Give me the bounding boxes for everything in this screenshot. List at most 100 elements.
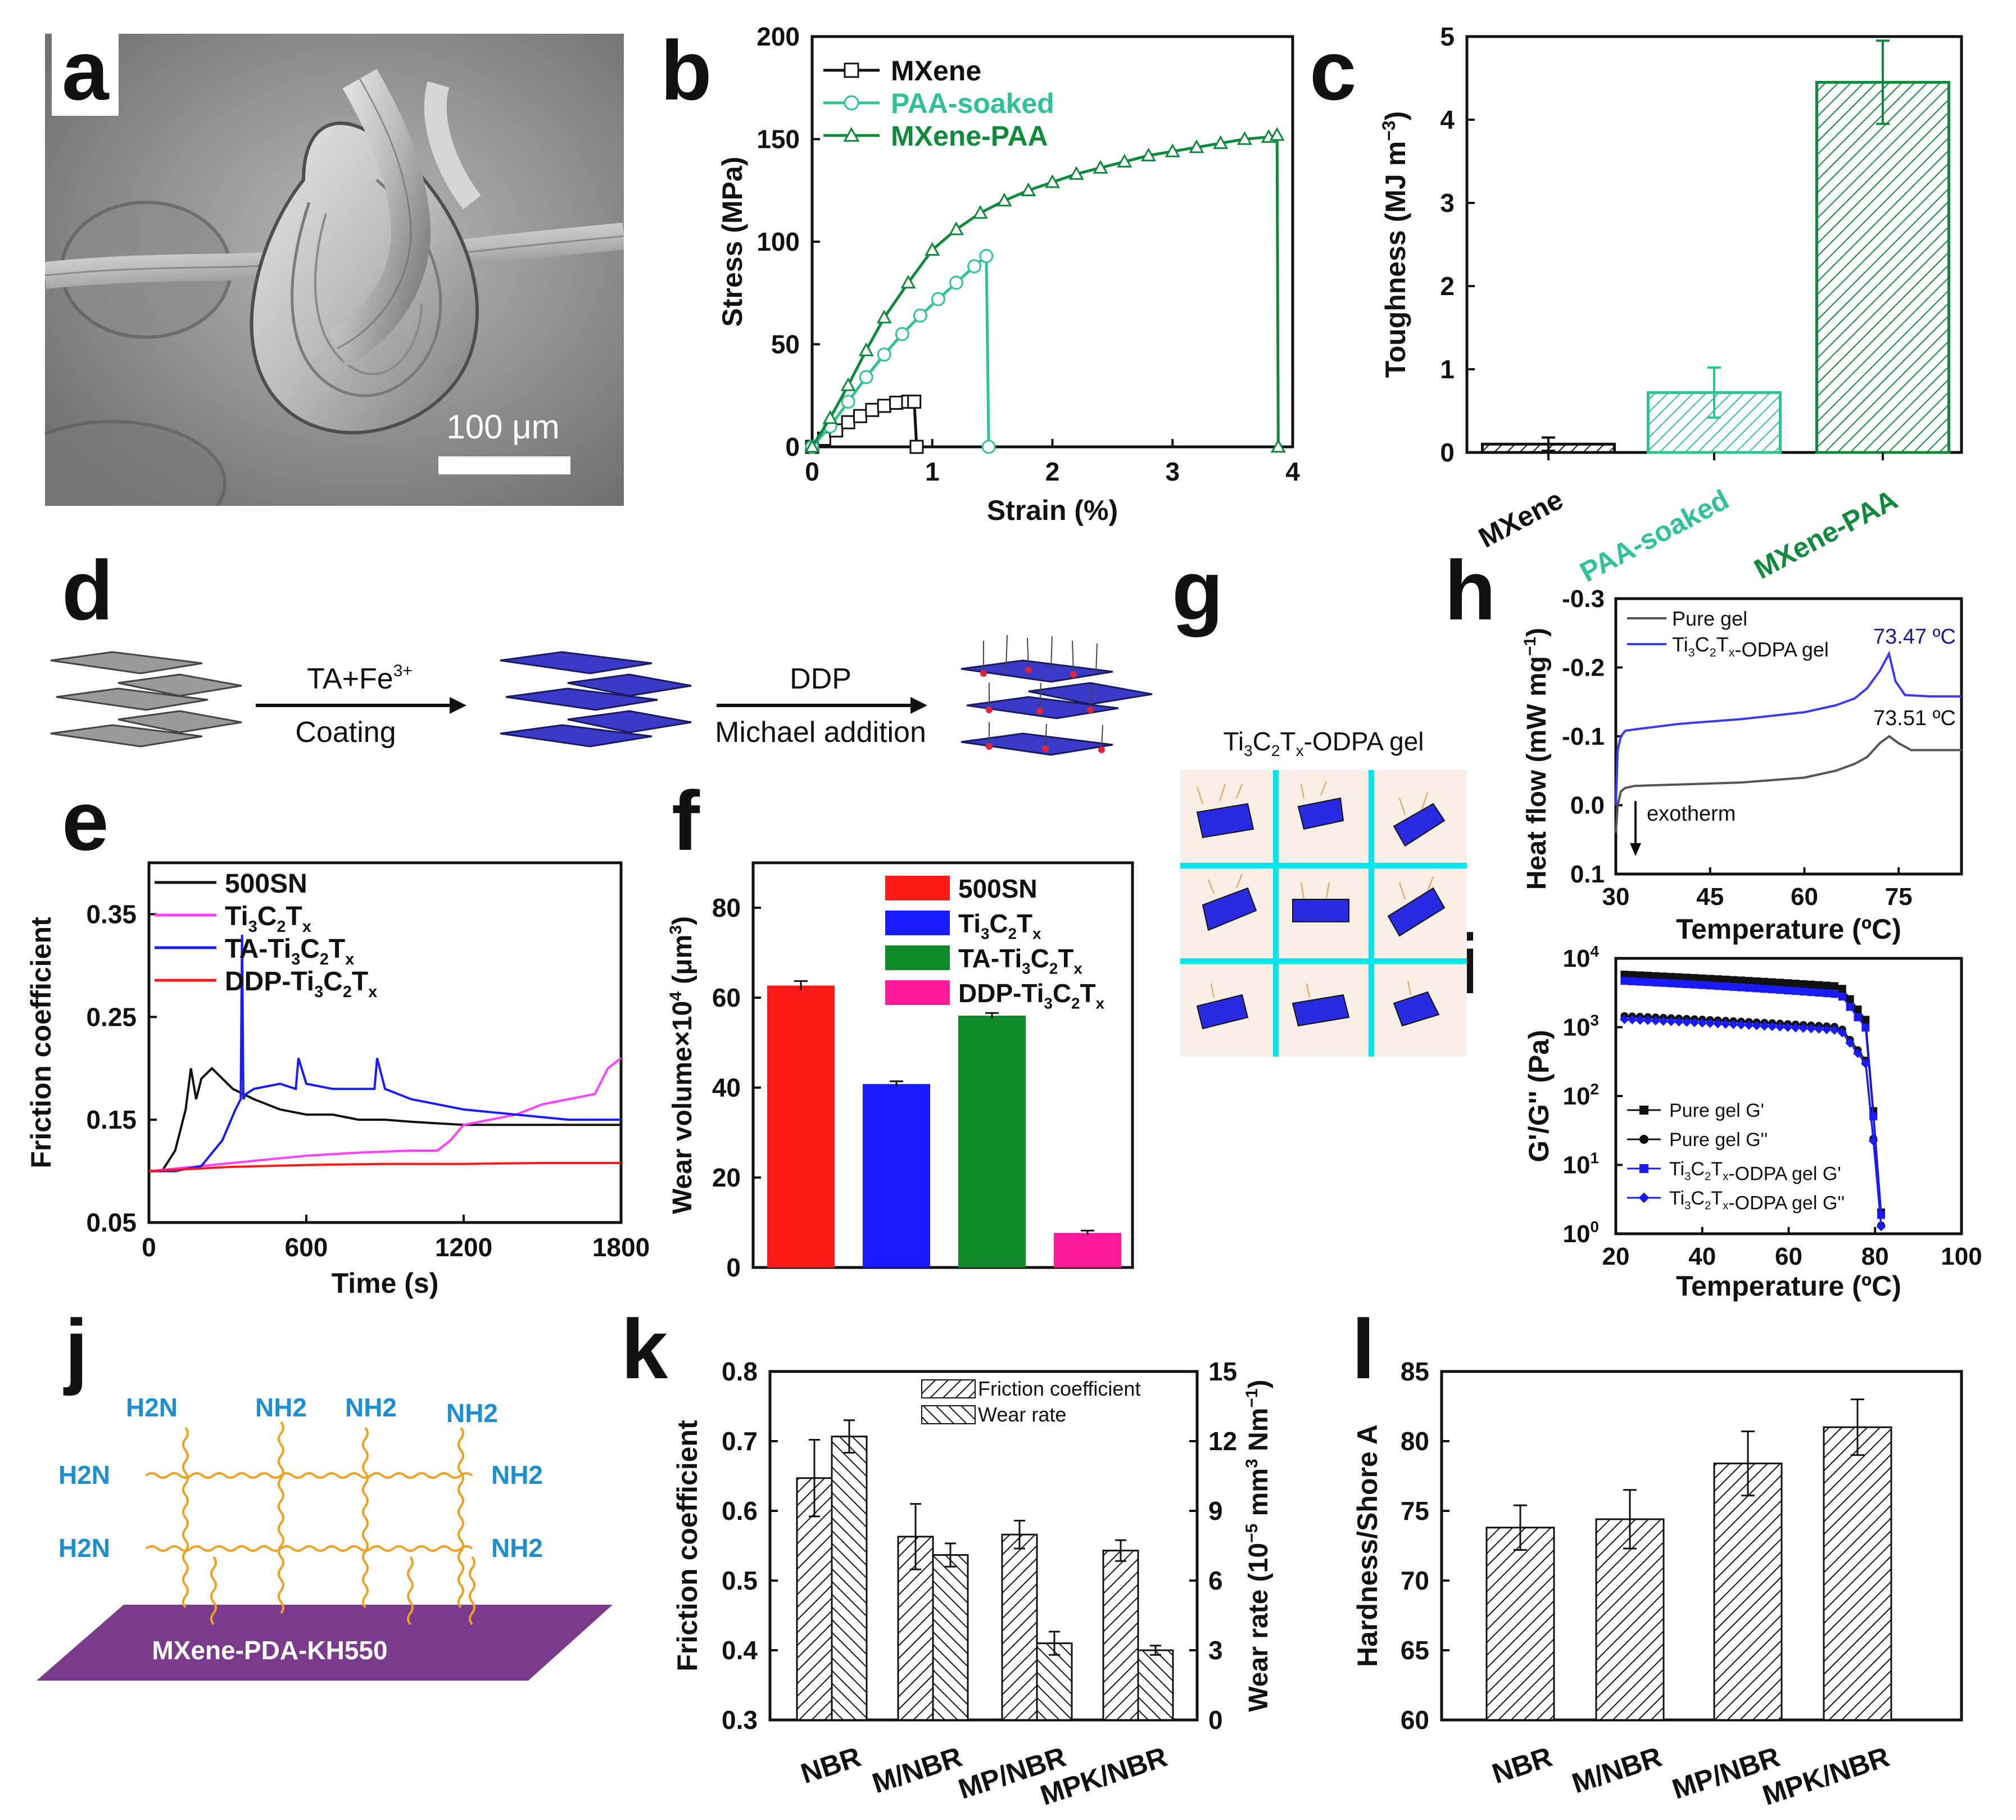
y-tick-label: 104 [1562,943,1599,972]
y-tick-label: 3 [1440,188,1455,218]
grafted-sheets [961,635,1153,756]
panel-label-g: g [1172,543,1224,637]
polymer-chains [145,1421,475,1626]
y-tick-label: 200 [756,22,800,51]
amine-label: H2N [58,1460,110,1489]
y-tick-label: 65 [1401,1636,1429,1665]
data-point [981,440,996,454]
panel-label-d: d [62,543,114,637]
data-point [1837,1027,1847,1038]
plot-frame [147,861,623,1224]
x-tick-label: M/NBR [1568,1741,1665,1799]
data-point [1728,1020,1738,1029]
x-axis-label: Temperature (ºC) [1676,913,1901,945]
data-point [1620,977,1629,985]
y-axis-label: Toughness (MJ m−3) [1379,111,1411,378]
y-tick-label: 150 [756,125,800,154]
data-point [1830,982,1838,990]
gel-title: Ti3C2Tx-ODPA gel [1223,727,1424,759]
data-point [907,395,922,409]
bar [958,1016,1026,1267]
data-point [1093,160,1108,174]
data-point [1140,147,1157,161]
data-point [1798,1023,1809,1033]
data-point [1643,971,1652,980]
data-point [1799,980,1807,988]
data-point [1822,1025,1832,1035]
data-point [1021,182,1036,197]
data-point [1737,976,1745,985]
bar [1102,1550,1139,1721]
x-tick-label: M/NBR [868,1741,966,1799]
legend-label: Pure gel G' [1669,1100,1764,1121]
data-point [1697,1018,1707,1028]
data-point [949,275,963,290]
data-point [1776,986,1784,994]
legend-label: MXene [891,55,981,87]
data-point [1674,1017,1684,1027]
data-point [1876,1221,1886,1232]
data-point [1845,1038,1855,1048]
data-point [876,309,892,324]
data-point [1675,973,1683,981]
y-axis-label: Wear volume×104 (μm3) [667,916,697,1214]
y-tick-label: 102 [1562,1080,1599,1110]
series-line-DDP-Ti3C2Tx [148,1161,621,1172]
data-point [1860,1058,1870,1069]
substrate [37,1605,613,1681]
data-point [1189,139,1204,153]
data-point [1737,983,1745,992]
data-point [1683,980,1691,989]
legend-swatch [885,980,950,1005]
y-tick-label: 0.25 [86,1002,137,1031]
data-point [1807,988,1815,997]
legend-label: TA-Ti3C2Tx [225,934,354,968]
data-point [1236,131,1253,145]
panel-label-a: a [52,28,119,116]
y-tick-label: 40 [712,1073,741,1102]
scale-bar-label: 100 μm [446,408,559,446]
amine-label: NH2 [491,1460,543,1489]
data-point [972,205,988,219]
x-tick-label: 1800 [592,1233,650,1262]
legend-label: MXene-PAA [891,120,1048,152]
legend-label: Pure gel G'' [1669,1129,1768,1151]
bar [1001,1533,1038,1721]
bar [1713,1463,1783,1721]
series-line-Ti3C2Tx-ODPA gel [1615,650,1961,805]
legend-swatch [885,911,950,935]
y-tick-label: 0.6 [722,1496,758,1525]
data-point [1651,979,1660,987]
y-tick-label: 0.1 [1570,861,1605,888]
step2-top-label: DDP [790,663,851,695]
data-point [1791,979,1800,988]
amine-label: H2N [58,1533,110,1563]
data-point [1714,982,1722,990]
substrate-label: MXene-PDA-KH550 [152,1636,387,1665]
data-point [1636,971,1644,980]
exotherm-label: exotherm [1647,802,1736,826]
x-tick-label: 4 [1285,457,1300,486]
y-tick-label: -0.1 [1562,723,1605,750]
bar [1054,1233,1121,1267]
legend-label: Ti3C2Tx-ODPA gel G'' [1669,1188,1845,1214]
y2-tick-label: 15 [1208,1357,1237,1386]
data-point [1752,984,1761,993]
data-point [841,415,855,429]
series-line-Ti3C2Tx [148,1057,622,1172]
data-point [1815,981,1823,989]
x-axis-label: Time (s) [332,1267,439,1299]
data-point [1659,1016,1668,1026]
data-point [1736,1020,1746,1030]
y-tick-label: 70 [1401,1566,1429,1595]
amine-labels: H2N NH2 NH2 NH2 H2N NH2 H2N NH2 [58,1393,543,1563]
data-point [1720,1019,1730,1029]
y-tick-label: 0.35 [86,899,137,929]
data-point [877,347,891,362]
data-point [1651,972,1660,980]
x-tick-label: 0 [142,1233,156,1262]
legend-label: 500SN [225,869,307,899]
data-point [1721,983,1730,991]
